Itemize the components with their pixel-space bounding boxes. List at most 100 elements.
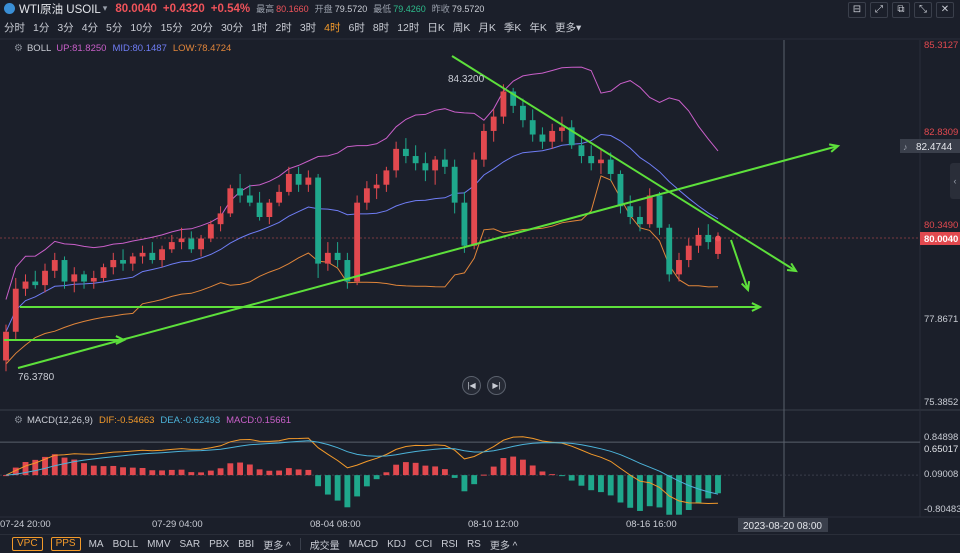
macd-histogram-bar <box>461 475 468 492</box>
main-indicator-2[interactable]: MMV <box>147 538 171 550</box>
main-indicator-3[interactable]: SAR <box>179 538 201 550</box>
candle-body <box>100 267 107 278</box>
sub-indicator-3[interactable]: CCI <box>415 538 433 550</box>
macd-histogram-bar <box>32 459 39 476</box>
macd-histogram-bar <box>617 475 624 503</box>
period-tab-9[interactable]: 1时 <box>251 21 268 34</box>
period-tab-10[interactable]: 2时 <box>275 21 292 34</box>
period-tab-6[interactable]: 15分 <box>160 21 183 34</box>
candle-body <box>198 238 204 250</box>
macd-histogram-bar <box>354 475 361 497</box>
symbol-dropdown-icon[interactable]: ▾ <box>102 3 108 13</box>
macd-histogram-bar <box>22 462 29 476</box>
scroll-end-button[interactable]: ▶| <box>487 376 506 395</box>
price-axis-label: 77.8671 <box>924 314 958 325</box>
close-icon[interactable]: ✕ <box>936 2 954 18</box>
boll-low: LOW:78.4724 <box>172 42 232 54</box>
period-tab-2[interactable]: 3分 <box>57 21 74 34</box>
macd-histogram-bar <box>471 475 478 485</box>
period-tab-17[interactable]: 周K <box>452 21 471 34</box>
side-panel-toggle[interactable]: ‹ <box>950 163 960 199</box>
macd-histogram-bar <box>637 475 643 511</box>
macd-histogram-bar <box>510 456 517 476</box>
symbol-name[interactable]: WTI原油 USOIL <box>19 3 101 16</box>
macd-legend: ⚙ MACD(12,26,9) DIF:-0.54663 DEA:-0.6249… <box>0 413 960 427</box>
macd-histogram-bar <box>451 475 458 478</box>
main-indicator-5[interactable]: BBI <box>238 538 255 550</box>
layout-icon[interactable]: ⊟ <box>848 2 866 18</box>
period-tab-5[interactable]: 10分 <box>130 21 153 34</box>
period-tab-8[interactable]: 30分 <box>220 21 244 34</box>
sub-indicator-2[interactable]: KDJ <box>387 538 407 550</box>
macd-value: MACD:0.15661 <box>226 414 292 426</box>
period-tab-20[interactable]: 年K <box>529 21 547 34</box>
period-tab-15[interactable]: 12时 <box>397 21 420 34</box>
period-tab-13[interactable]: 6时 <box>348 21 365 34</box>
gear-icon[interactable]: ⚙ <box>14 414 23 426</box>
candle-body <box>139 252 146 257</box>
sub-indicator-0[interactable]: 成交量 <box>309 540 340 552</box>
macd-histogram-bar <box>441 469 448 476</box>
macd-histogram-bar <box>81 463 87 476</box>
toolbar-divider <box>299 538 301 550</box>
period-tab-18[interactable]: 月K <box>478 21 496 34</box>
low-label: 最低 <box>373 4 392 14</box>
period-tab-4[interactable]: 5分 <box>106 21 123 34</box>
popout-icon[interactable]: ⧉ <box>892 2 910 18</box>
current-price-value: 80.0040 <box>924 234 958 245</box>
sub-indicator-5[interactable]: RS <box>466 538 481 550</box>
fullscreen-icon[interactable]: ⤡ <box>914 2 932 18</box>
period-tab-3[interactable]: 4分 <box>81 21 99 34</box>
period-tab-19[interactable]: 季K <box>503 21 522 34</box>
candle-body <box>71 274 78 282</box>
sub-indicator-6[interactable]: 更多 ^ <box>489 540 518 552</box>
indicator-toolbar: VPC PPS MA BOLL MMV SAR PBX BBI 更多 ^ 成交量 MACD KDJ CC… <box>0 534 960 553</box>
main-indicator-0[interactable]: MA <box>88 538 104 550</box>
candle-body <box>520 105 526 121</box>
period-tab-0[interactable]: 分时 <box>4 21 25 34</box>
period-tab-1[interactable]: 1分 <box>33 21 50 34</box>
candle-body <box>598 159 604 164</box>
candle-body <box>705 234 712 243</box>
macd-axis-label: 0.09008 <box>924 469 958 480</box>
period-tab-16[interactable]: 日K <box>427 21 445 34</box>
main-indicator-1[interactable]: BOLL <box>112 538 139 550</box>
macd-histogram-bar <box>607 475 614 496</box>
tag-pps[interactable]: PPS <box>50 537 81 551</box>
candle-body <box>315 177 322 264</box>
candle-body <box>393 148 400 171</box>
period-tab-12[interactable]: 4时 <box>324 21 341 34</box>
tag-vpc[interactable]: VPC <box>12 537 43 551</box>
period-tab-14[interactable]: 8时 <box>372 21 390 34</box>
period-tab-7[interactable]: 20分 <box>190 21 213 34</box>
period-tab-11[interactable]: 3时 <box>299 21 317 34</box>
scroll-start-button[interactable]: |◀ <box>462 376 481 395</box>
macd-histogram-bar <box>500 458 507 476</box>
candle-body <box>32 281 39 286</box>
sub-indicator-1[interactable]: MACD <box>348 538 379 550</box>
crosshair-value: 82.4744 <box>916 142 953 153</box>
macd-histogram-bar <box>51 454 58 476</box>
macd-histogram-bar <box>178 469 185 476</box>
candle-body <box>441 159 448 167</box>
arrow-falling-trendline <box>451 55 797 272</box>
macd-histogram-bar <box>305 469 312 476</box>
candle-body <box>627 206 634 217</box>
boll-mid-line <box>5 133 719 332</box>
live-price-dot <box>715 235 721 242</box>
time-axis-label: 07-29 04:00 <box>152 519 203 530</box>
expand-icon[interactable]: ⤢ <box>870 2 888 18</box>
sub-indicator-4[interactable]: RSI <box>441 538 458 550</box>
candle-body <box>12 288 19 332</box>
candle-body <box>42 270 48 286</box>
arrow-support-horizontal-head <box>751 302 763 312</box>
macd-histogram-bar <box>61 457 68 476</box>
main-indicator-4[interactable]: PBX <box>209 538 230 550</box>
gear-icon[interactable]: ⚙ <box>14 42 23 54</box>
candle-body <box>207 224 214 239</box>
macd-histogram-bar <box>3 475 9 477</box>
macd-histogram-bar <box>256 469 263 476</box>
period-tab-21[interactable]: 更多▾ <box>554 21 582 34</box>
main-indicator-6[interactable]: 更多 ^ <box>263 540 291 552</box>
